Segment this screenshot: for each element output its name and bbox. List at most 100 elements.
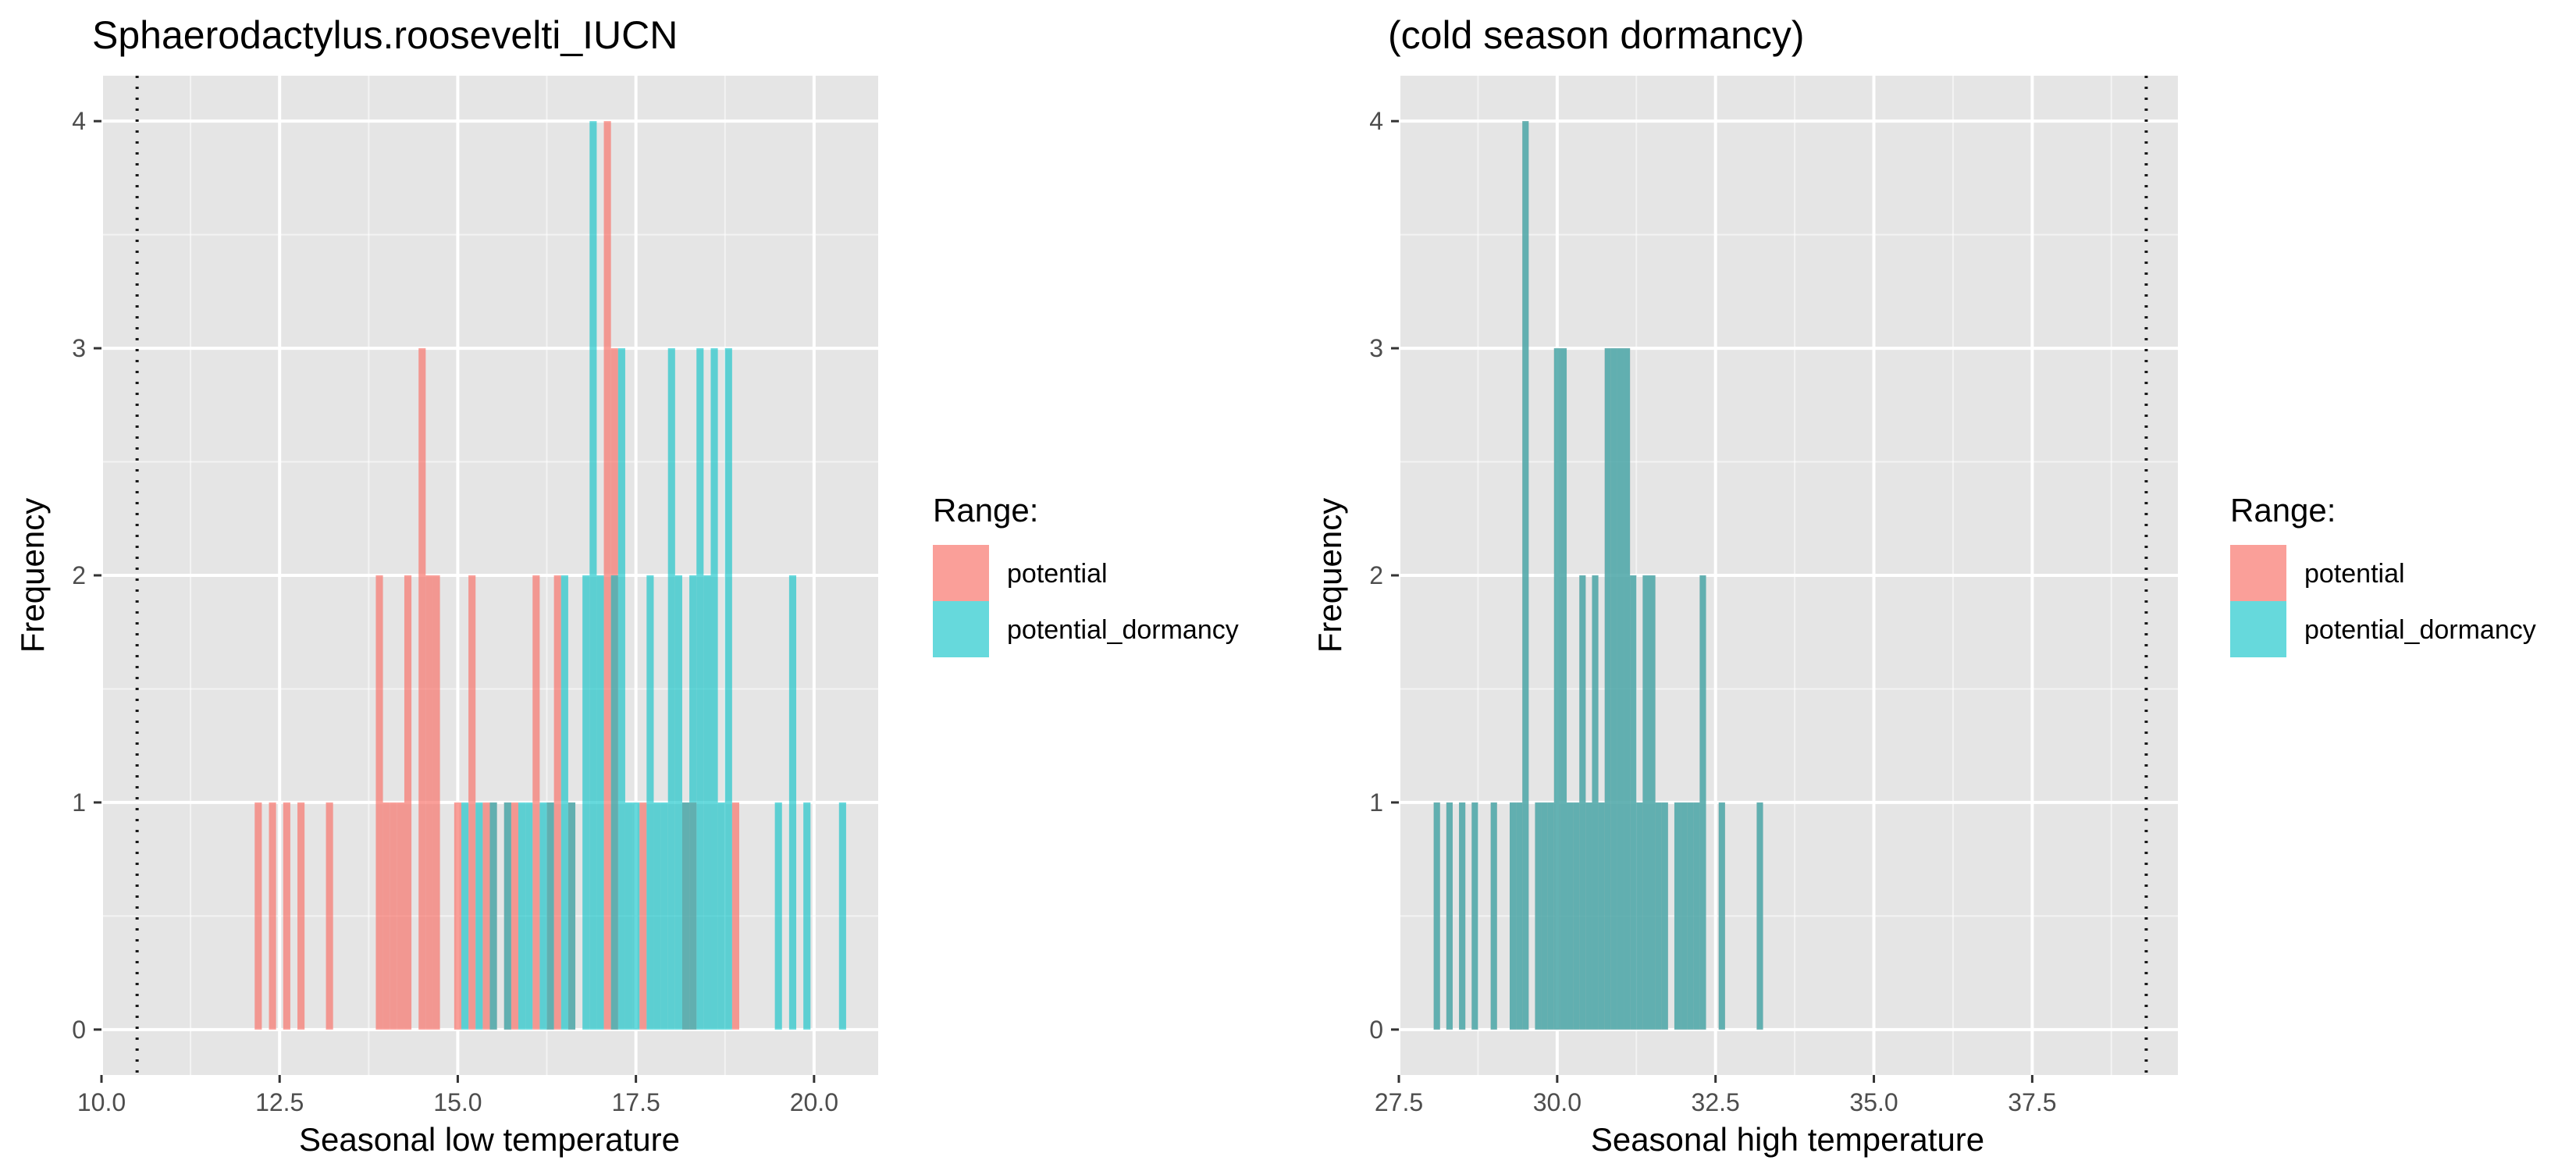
right-legend: Range: potential potential_dormancy: [2230, 492, 2536, 657]
right-bar-potential-dormancy: [1636, 802, 1643, 1030]
left-legend-title: Range:: [933, 492, 1038, 529]
left-bar-potential-dormancy: [681, 802, 690, 1030]
left-bar-potential: [639, 802, 647, 1030]
right-bar-potential-dormancy: [1509, 802, 1517, 1030]
right-bar-potential-dormancy: [1516, 802, 1523, 1030]
right-bar-potential-dormancy: [1604, 348, 1611, 1030]
left-bar-potential-dormancy: [525, 802, 533, 1030]
right-bar-potential-dormancy: [1585, 802, 1592, 1030]
right-bar-potential-dormancy: [1459, 802, 1466, 1030]
right-bar-potential-dormancy: [1674, 802, 1681, 1030]
right-legend-swatch-potential-dormancy: [2230, 601, 2286, 657]
left-bar-potential: [603, 121, 611, 1030]
left-bar-potential-dormancy: [632, 802, 640, 1030]
left-bar-potential: [553, 575, 561, 1030]
right-bar-potential-dormancy: [1567, 802, 1574, 1030]
right-y-tick-label: 0: [1369, 1016, 1383, 1044]
left-legend: Range: potential potential_dormancy: [933, 492, 1239, 657]
left-bar-potential: [375, 575, 383, 1030]
left-bar-potential-dormancy: [653, 802, 661, 1030]
left-legend-swatch-potential-dormancy: [933, 601, 989, 657]
left-bar-potential-dormancy: [660, 802, 668, 1030]
right-x-axis-label: Seasonal high temperature: [1591, 1121, 1984, 1158]
right-bar-potential-dormancy: [1490, 802, 1497, 1030]
right-bar-potential-dormancy: [1655, 802, 1662, 1030]
left-bar-potential-dormancy: [610, 575, 618, 1030]
left-bar-potential-dormancy: [838, 802, 846, 1030]
right-legend-swatch-potential: [2230, 545, 2286, 601]
right-bar-potential-dormancy: [1681, 802, 1688, 1030]
left-bar-potential: [432, 575, 440, 1030]
right-bar-potential-dormancy: [1547, 802, 1554, 1030]
right-x-tick-label: 30.0: [1533, 1088, 1582, 1116]
left-chart: Sphaerodactylus.roosevelti_IUCN 0 1 2 3 4 10…: [14, 13, 878, 1158]
left-x-ticks: 10.0 12.5 15.0 17.5 20.0: [77, 1075, 838, 1116]
left-y-tick-label: 3: [72, 334, 86, 362]
left-bar-potential-dormancy: [475, 802, 483, 1030]
left-bar-potential-dormancy: [646, 575, 654, 1030]
right-bar-potential-dormancy: [1471, 802, 1478, 1030]
right-legend-label-potential-dormancy: potential_dormancy: [2304, 615, 2536, 645]
left-y-tick-label: 4: [72, 107, 86, 135]
left-bar-potential-dormancy: [696, 348, 704, 1030]
left-bar-potential: [404, 575, 412, 1030]
left-y-tick-label: 2: [72, 561, 86, 589]
left-bar-potential-dormancy: [803, 802, 811, 1030]
left-bar-potential-dormancy: [596, 575, 604, 1030]
left-x-tick-label: 12.5: [255, 1088, 304, 1116]
left-x-tick-label: 20.0: [790, 1088, 838, 1116]
left-x-tick-label: 10.0: [77, 1088, 126, 1116]
left-bar-potential: [425, 575, 433, 1030]
left-bar-potential-dormancy: [674, 575, 682, 1030]
left-bar-potential-dormancy: [503, 802, 511, 1030]
right-bar-potential-dormancy: [1598, 802, 1605, 1030]
right-bar-potential-dormancy: [1433, 802, 1440, 1030]
left-bar-potential-dormancy: [724, 348, 732, 1030]
right-chart-title: (cold season dormancy): [1388, 13, 1805, 57]
left-x-tick-label: 17.5: [611, 1088, 660, 1116]
right-bar-potential-dormancy: [1541, 802, 1548, 1030]
left-bar-potential: [731, 802, 739, 1030]
left-bar-potential-dormancy: [568, 802, 576, 1030]
right-y-ticks: 0 1 2 3 4: [1369, 107, 1399, 1044]
left-bar-potential-dormancy: [539, 802, 547, 1030]
left-legend-label-potential: potential: [1007, 559, 1108, 589]
right-y-tick-label: 1: [1369, 788, 1383, 817]
left-bar-potential-dormancy: [689, 575, 697, 1030]
left-bar-potential: [454, 802, 461, 1030]
left-bar-potential-dormancy: [518, 802, 526, 1030]
left-bar-potential-dormancy: [461, 802, 469, 1030]
left-bar-potential-dormancy: [717, 802, 725, 1030]
right-x-tick-label: 32.5: [1692, 1088, 1740, 1116]
left-y-axis-label: Frequency: [14, 498, 51, 653]
left-y-tick-label: 0: [72, 1016, 86, 1044]
right-bar-potential-dormancy: [1573, 802, 1580, 1030]
left-chart-title: Sphaerodactylus.roosevelti_IUCN: [92, 13, 678, 57]
right-bar-potential-dormancy: [1661, 802, 1668, 1030]
left-bar-potential: [283, 802, 290, 1030]
left-bar-potential-dormancy: [774, 802, 782, 1030]
right-bars: [1433, 121, 1763, 1030]
left-bar-potential: [254, 802, 262, 1030]
right-bar-potential-dormancy: [1560, 348, 1567, 1030]
left-bar-potential-dormancy: [667, 348, 675, 1030]
right-bar-potential-dormancy: [1756, 802, 1763, 1030]
right-bar-potential-dormancy: [1522, 121, 1529, 1030]
left-bar-potential-dormancy: [589, 121, 597, 1030]
right-bar-potential-dormancy: [1446, 802, 1453, 1030]
left-bar-potential: [326, 802, 333, 1030]
right-y-tick-label: 2: [1369, 561, 1383, 589]
right-bar-potential-dormancy: [1592, 575, 1599, 1030]
right-bar-potential-dormancy: [1649, 575, 1656, 1030]
right-legend-title: Range:: [2230, 492, 2336, 529]
left-bar-potential: [511, 802, 519, 1030]
right-chart: (cold season dormancy) 0 1 2 3 4 27.5 30.0 32.…: [1311, 13, 2178, 1158]
left-bar-potential-dormancy: [617, 348, 625, 1030]
right-x-ticks: 27.5 30.0 32.5 35.0 37.5: [1375, 1075, 2057, 1116]
left-x-axis-label: Seasonal low temperature: [299, 1121, 680, 1158]
left-bar-potential: [382, 802, 390, 1030]
right-gridlines: [1397, 76, 2178, 1075]
left-y-tick-label: 1: [72, 788, 86, 817]
left-legend-swatch-potential: [933, 545, 989, 601]
left-bar-potential: [390, 802, 397, 1030]
